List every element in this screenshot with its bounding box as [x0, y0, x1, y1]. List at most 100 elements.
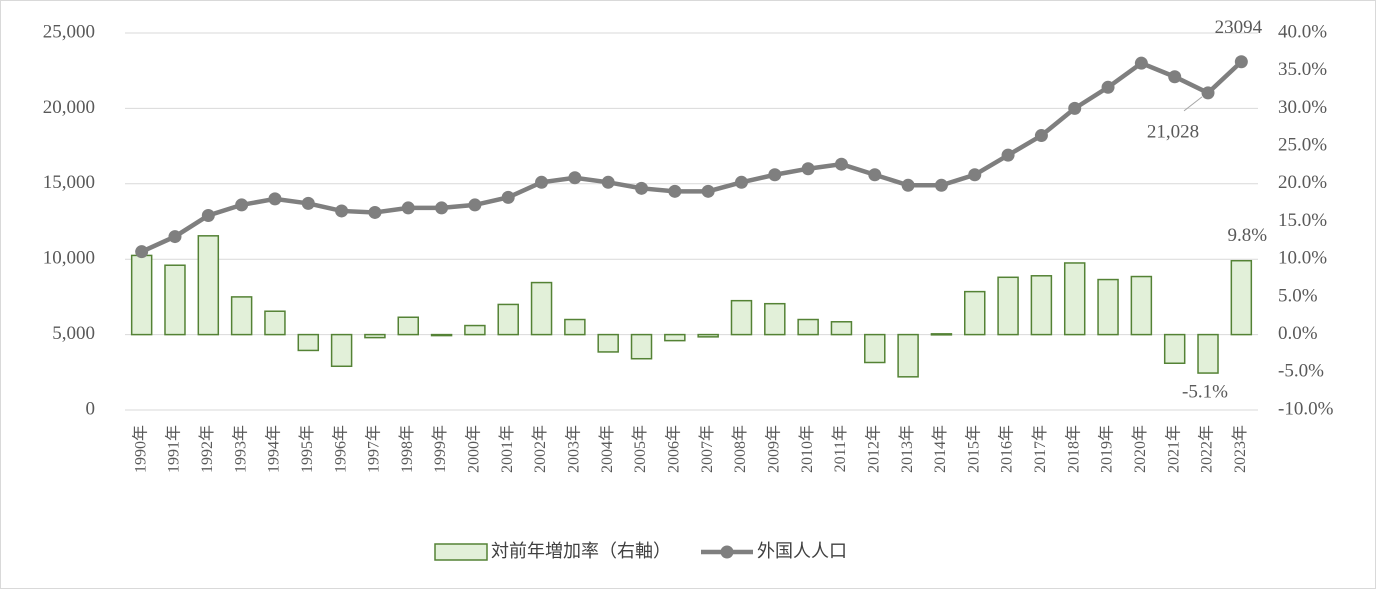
x-tick-label: 2001年	[498, 425, 516, 473]
bar	[364, 333, 386, 339]
x-tick-label: 1995年	[298, 425, 316, 473]
x-tick-label: 2004年	[598, 425, 616, 473]
marker	[401, 201, 415, 215]
bar	[730, 299, 753, 336]
marker	[1034, 129, 1048, 143]
y-tick-label: 20,000	[43, 97, 95, 118]
x-tick-label: 1998年	[398, 425, 416, 473]
marker	[901, 178, 915, 192]
bar	[197, 235, 220, 336]
x-tick-label: 2018年	[1064, 425, 1082, 473]
bar	[997, 276, 1019, 336]
y2-tick-label: -5.0%	[1278, 361, 1324, 382]
marker	[1001, 148, 1015, 162]
marker	[801, 162, 815, 176]
x-tick-label: 2014年	[931, 425, 949, 473]
y2-tick-label: 25.0%	[1278, 134, 1327, 155]
x-tick-label: 2010年	[798, 425, 816, 473]
x-tick-label: 2023年	[1231, 425, 1249, 473]
marker	[768, 168, 782, 182]
marker	[335, 204, 349, 218]
bar	[1163, 333, 1186, 365]
x-tick-label: 2002年	[531, 425, 549, 473]
marker	[1168, 70, 1182, 84]
bar	[897, 333, 919, 378]
x-tick-label: 2016年	[998, 425, 1016, 473]
x-tick-label: 2013年	[898, 425, 916, 473]
bar	[130, 254, 153, 336]
x-tick-label: 2009年	[764, 425, 782, 473]
bar	[964, 290, 986, 336]
marker	[535, 175, 549, 189]
bar	[164, 264, 186, 336]
x-tick-label: 2007年	[698, 425, 716, 473]
y-tick-label: 5,000	[52, 323, 95, 344]
y2-tick-label: 15.0%	[1278, 210, 1327, 231]
marker	[668, 184, 682, 198]
marker	[868, 168, 882, 182]
marker	[1068, 101, 1082, 115]
y2-tick-label: -10.0%	[1278, 398, 1334, 419]
bar	[230, 296, 253, 336]
bar	[397, 316, 419, 336]
x-tick-label: 1994年	[265, 425, 283, 473]
y-tick-label: 10,000	[43, 248, 95, 269]
marker	[934, 178, 948, 192]
marker	[1134, 56, 1148, 70]
x-tick-label: 2021年	[1164, 425, 1182, 473]
marker	[968, 168, 982, 182]
leader-line	[1183, 96, 1203, 112]
bar	[830, 321, 853, 336]
marker	[168, 230, 182, 244]
x-tick-label: 2019年	[1098, 425, 1116, 473]
bar	[1230, 259, 1253, 336]
bar	[297, 333, 320, 352]
marker	[468, 198, 482, 212]
marker	[568, 171, 582, 185]
y-tick-label: 15,000	[43, 172, 95, 193]
y2-tick-label: 5.0%	[1278, 285, 1318, 306]
x-tick-label: 2005年	[631, 425, 649, 473]
x-tick-label: 2003年	[565, 425, 583, 473]
marker	[601, 175, 615, 189]
bar	[1097, 278, 1119, 336]
x-tick-label: 2012年	[864, 425, 882, 473]
marker	[1201, 86, 1215, 100]
marker	[235, 198, 249, 212]
bar	[597, 333, 619, 353]
x-tick-label: 2011年	[831, 425, 849, 472]
bar	[464, 324, 486, 336]
marker	[1234, 55, 1248, 69]
data-label: 23094	[1215, 17, 1263, 38]
bar	[1130, 275, 1153, 336]
marker	[834, 157, 848, 171]
y2-tick-label: 40.0%	[1278, 21, 1327, 42]
x-tick-label: 1997年	[365, 425, 383, 473]
x-tick-label: 1993年	[231, 425, 249, 473]
marker	[501, 190, 515, 204]
x-tick-label: 1991年	[165, 425, 183, 473]
marker	[201, 208, 215, 222]
bar	[930, 333, 953, 336]
bar	[430, 333, 453, 337]
legend-swatch	[434, 543, 488, 561]
bar	[330, 333, 353, 368]
legend-label: 外国人人口	[757, 541, 847, 562]
marker	[301, 196, 315, 210]
bar	[530, 281, 553, 336]
bar	[864, 333, 886, 364]
line	[140, 60, 1243, 254]
x-tick-label: 2006年	[665, 425, 683, 473]
bar	[264, 310, 286, 336]
marker	[368, 205, 382, 219]
bar	[764, 302, 786, 336]
marker	[635, 181, 649, 195]
x-tick-label: 2020年	[1131, 425, 1149, 473]
x-tick-label: 2022年	[1198, 425, 1216, 473]
y2-tick-label: 10.0%	[1278, 248, 1327, 269]
x-tick-label: 2015年	[964, 425, 982, 473]
bar	[1063, 262, 1086, 336]
bar	[1197, 333, 1219, 374]
y-tick-label: 0	[86, 398, 96, 419]
